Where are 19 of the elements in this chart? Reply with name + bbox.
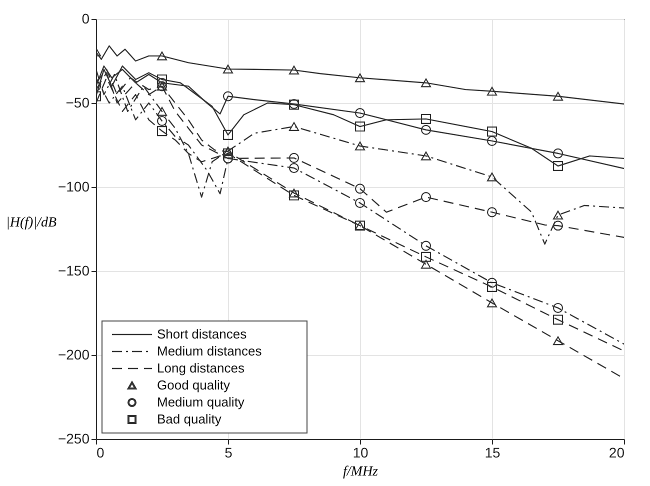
legend-label: Long distances <box>157 360 245 376</box>
x-tick-label: 20 <box>608 444 625 460</box>
legend-label: Medium distances <box>157 344 262 358</box>
y-tick-label: −100 <box>58 178 90 194</box>
legend-label: Bad quality <box>157 412 222 426</box>
x-tick-label: 0 <box>96 444 104 460</box>
legend-label: Good quality <box>157 378 230 392</box>
legend-label: Short distances <box>157 326 248 342</box>
y-axis-title: |H(f)|/dB <box>6 216 57 230</box>
y-tick-label: −250 <box>58 430 90 446</box>
y-tick-label: −50 <box>66 94 90 110</box>
y-tick-label: 0 <box>82 10 90 26</box>
y-tick-label: −150 <box>58 262 90 278</box>
x-tick-label: 10 <box>352 444 368 460</box>
y-tick-label: −200 <box>58 346 90 362</box>
legend-label: Medium quality <box>157 394 245 410</box>
x-axis-title: f/MHz <box>343 464 379 480</box>
x-tick-label: 5 <box>224 444 233 460</box>
x-tick-label: 15 <box>484 444 500 460</box>
